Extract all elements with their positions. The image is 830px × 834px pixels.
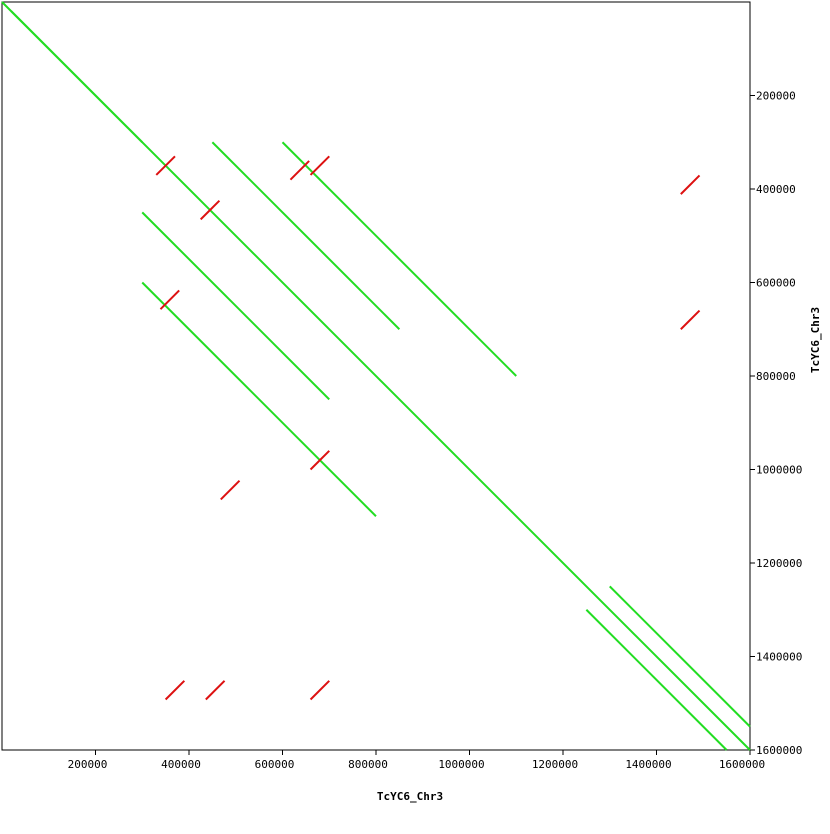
x-tick-label: 1000000 xyxy=(438,758,484,771)
reverse-alignment xyxy=(220,480,241,501)
y-tick-label: 800000 xyxy=(756,370,796,383)
y-tick-label: 200000 xyxy=(756,90,796,103)
y-tick-label: 600000 xyxy=(756,277,796,290)
reverse-alignment xyxy=(309,155,330,176)
reverse-alignment xyxy=(309,680,330,701)
y-tick-label: 1400000 xyxy=(756,651,802,664)
reverse-alignment xyxy=(680,174,701,195)
x-tick-label: 600000 xyxy=(255,758,295,771)
forward-alignment xyxy=(141,281,377,517)
reverse-alignment xyxy=(159,289,180,310)
x-tick-label: 800000 xyxy=(348,758,388,771)
x-tick-label: 1200000 xyxy=(532,758,578,771)
reverse-alignment xyxy=(164,680,186,701)
forward-alignment xyxy=(211,141,401,330)
reverse-alignment xyxy=(680,309,701,330)
forward-alignment xyxy=(609,585,751,728)
forward-alignment xyxy=(281,141,517,377)
x-tick-label: 400000 xyxy=(161,758,201,771)
reverse-alignment xyxy=(155,155,176,176)
x-tick-label: 200000 xyxy=(68,758,108,771)
y-tick-label: 400000 xyxy=(756,183,796,196)
reverse-alignment xyxy=(309,450,330,471)
forward-alignment xyxy=(10,10,143,143)
x-tick-label: 1400000 xyxy=(625,758,671,771)
reverse-alignment xyxy=(205,680,226,701)
y-axis-label: TcYC6_Chr3 xyxy=(809,307,822,373)
forward-alignment xyxy=(141,211,330,401)
y-tick-label: 1200000 xyxy=(756,557,802,570)
y-tick-label: 1600000 xyxy=(756,744,802,757)
forward-alignment xyxy=(585,609,728,751)
reverse-alignment xyxy=(199,199,221,221)
x-axis-label: TcYC6_Chr3 xyxy=(377,790,443,803)
reverse-alignment xyxy=(289,160,310,181)
x-tick-label: 1600000 xyxy=(719,758,765,771)
y-tick-label: 1000000 xyxy=(756,464,802,477)
